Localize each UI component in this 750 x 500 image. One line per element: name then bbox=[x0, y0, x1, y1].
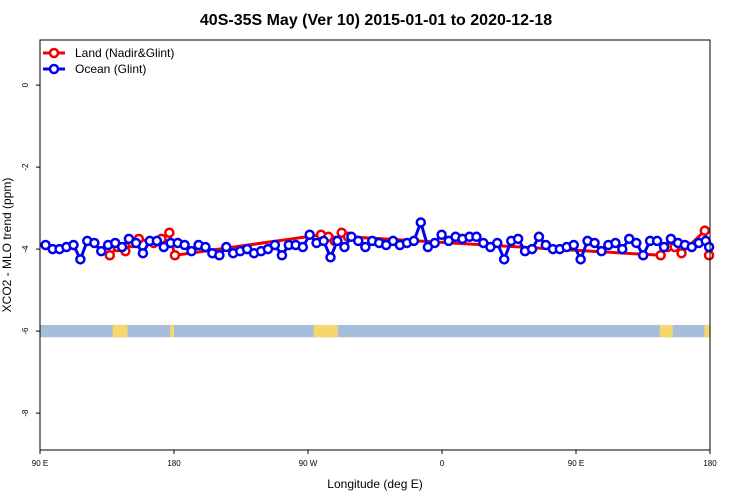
ocean-band bbox=[40, 324, 710, 338]
x-tick-label-4: 90 E bbox=[568, 459, 584, 468]
x-axis: 90 E 180 90 W 0 90 E 180 bbox=[32, 450, 717, 468]
legend-ocean-label: Ocean (Glint) bbox=[75, 62, 146, 76]
y-tick-label-2: -4 bbox=[21, 245, 30, 253]
data-point-1-62 bbox=[471, 231, 482, 243]
data-point-1-65 bbox=[492, 237, 503, 249]
data-point-1-56 bbox=[429, 237, 440, 249]
data-point-1-4 bbox=[68, 239, 79, 251]
data-point-0-8 bbox=[169, 250, 181, 261]
legend-land-marker bbox=[48, 47, 60, 59]
data-point-1-20 bbox=[179, 239, 190, 251]
data-point-1-43 bbox=[339, 241, 350, 253]
series-1 bbox=[40, 217, 715, 265]
x-tick-label-5: 180 bbox=[703, 459, 717, 468]
land-patch-2 bbox=[313, 324, 338, 338]
x-tick-label-2: 90 W bbox=[299, 459, 318, 468]
data-point-1-96 bbox=[703, 241, 715, 253]
data-point-0-0 bbox=[104, 250, 116, 261]
data-point-1-86 bbox=[637, 250, 649, 261]
data-point-1-41 bbox=[325, 252, 336, 263]
data-point-1-80 bbox=[596, 245, 607, 257]
data-point-1-42 bbox=[332, 235, 343, 247]
data-point-1-77 bbox=[575, 254, 586, 265]
data-point-1-82 bbox=[610, 237, 621, 249]
data-point-0-19 bbox=[703, 250, 715, 261]
data-point-1-89 bbox=[658, 241, 670, 253]
y-tick-label-0: 0 bbox=[21, 82, 30, 87]
land-patch-0 bbox=[112, 324, 128, 338]
land-ocean-strip bbox=[40, 324, 710, 338]
data-point-1-37 bbox=[297, 241, 309, 253]
data-point-1-40 bbox=[318, 235, 329, 247]
data-point-1-16 bbox=[151, 235, 163, 247]
x-tick-label-0: 90 E bbox=[32, 459, 48, 468]
data-point-1-26 bbox=[221, 241, 232, 253]
data-point-1-66 bbox=[498, 254, 510, 265]
x-tick-label-1: 180 bbox=[167, 459, 181, 468]
legend-land-label: Land (Nadir&Glint) bbox=[75, 46, 174, 60]
data-point-1-34 bbox=[276, 250, 288, 261]
series-layer bbox=[40, 217, 715, 265]
data-point-1-5 bbox=[75, 254, 86, 265]
chart-title: 40S-35S May (Ver 10) 2015-01-01 to 2020-… bbox=[200, 12, 552, 29]
data-point-1-25 bbox=[214, 250, 225, 261]
data-point-1-13 bbox=[130, 237, 142, 249]
data-point-1-21 bbox=[186, 245, 197, 257]
data-point-1-71 bbox=[533, 231, 545, 243]
legend: Land (Nadir&Glint) Ocean (Glint) bbox=[43, 46, 174, 76]
data-point-1-83 bbox=[617, 243, 628, 255]
legend-ocean-marker bbox=[48, 63, 60, 75]
data-point-1-11 bbox=[116, 241, 128, 253]
data-point-1-53 bbox=[408, 235, 420, 247]
data-point-1-54 bbox=[415, 217, 427, 228]
data-point-1-45 bbox=[353, 235, 364, 247]
data-point-1-38 bbox=[304, 229, 315, 240]
data-point-1-70 bbox=[526, 243, 538, 255]
data-point-1-46 bbox=[360, 241, 371, 253]
data-point-1-8 bbox=[95, 245, 107, 257]
data-point-1-79 bbox=[589, 237, 600, 249]
land-patch-3 bbox=[659, 324, 673, 338]
data-point-0-18 bbox=[699, 225, 711, 236]
y-axis-label: XCO2 - MLO trend (ppm) bbox=[0, 178, 14, 313]
data-point-1-88 bbox=[651, 235, 663, 247]
data-point-0-14 bbox=[655, 250, 666, 261]
data-point-1-85 bbox=[631, 237, 642, 249]
data-point-1-68 bbox=[512, 233, 524, 245]
y-tick-label-1: -2 bbox=[21, 163, 30, 171]
land-patch-1 bbox=[170, 324, 174, 338]
y-tick-label-3: -6 bbox=[21, 327, 30, 335]
data-point-0-7 bbox=[164, 227, 175, 238]
data-point-1-76 bbox=[568, 239, 580, 251]
data-point-0-17 bbox=[676, 247, 687, 259]
data-point-1-33 bbox=[269, 239, 281, 251]
data-point-1-23 bbox=[200, 241, 211, 253]
data-point-1-57 bbox=[436, 229, 447, 240]
land-patch-4 bbox=[704, 324, 710, 338]
y-axis: 0 -2 -4 -6 -8 bbox=[21, 82, 40, 417]
x-axis-label: Longitude (deg E) bbox=[327, 477, 422, 491]
x-tick-label-3: 0 bbox=[440, 459, 445, 468]
y-tick-label-4: -8 bbox=[21, 409, 30, 417]
data-point-1-14 bbox=[137, 247, 149, 259]
plot-area bbox=[39, 39, 715, 451]
plot-frame bbox=[39, 39, 711, 451]
data-point-1-7 bbox=[89, 237, 100, 249]
